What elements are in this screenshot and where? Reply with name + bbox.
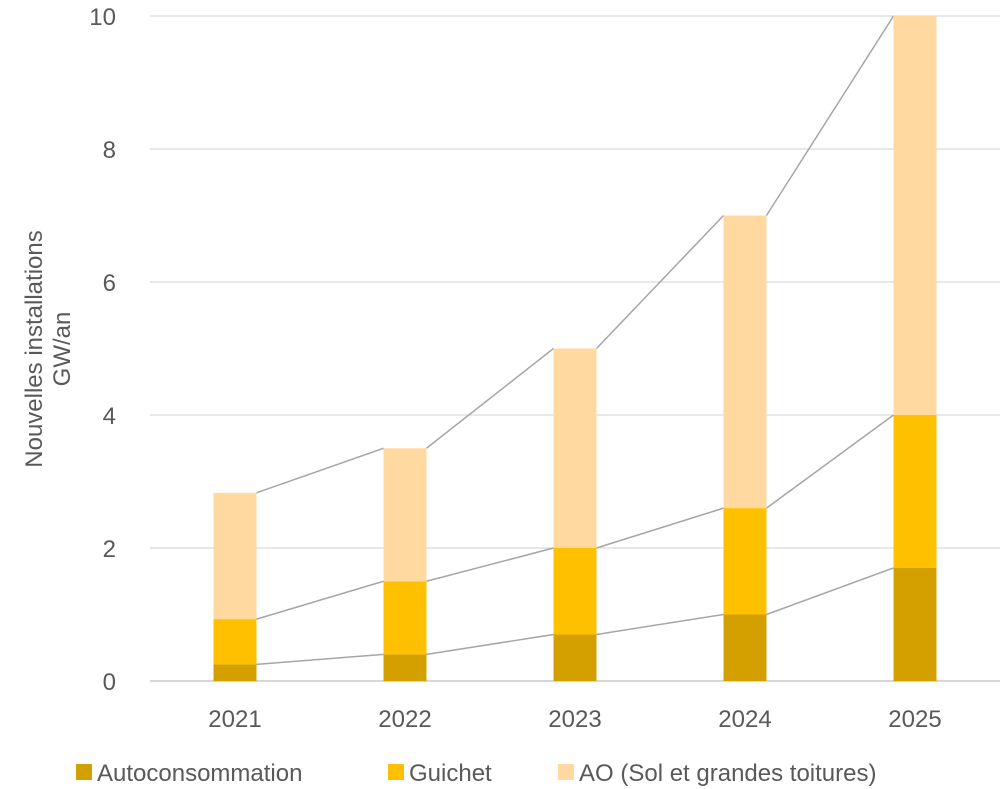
x-tick-label: 2021 <box>208 706 261 733</box>
x-tick-label: 2025 <box>888 706 941 733</box>
y-tick-label: 6 <box>103 270 116 297</box>
legend-label: Guichet <box>409 760 492 787</box>
legend: Autoconsommation Guichet AO (Sol et grande… <box>76 760 876 787</box>
y-tick-label: 8 <box>103 137 116 164</box>
y-axis-title-line: Nouvelles installations <box>21 230 48 467</box>
bar-segment <box>383 448 427 582</box>
legend-label: Autoconsommation <box>97 760 302 787</box>
series-connector-line <box>426 633 554 656</box>
series-connector-line <box>596 613 724 636</box>
legend-swatch <box>76 764 92 780</box>
x-tick-label: 2023 <box>548 706 601 733</box>
series-connector-line <box>256 580 384 620</box>
series-connector-line <box>256 653 384 666</box>
bar-segment <box>893 415 937 568</box>
bar-segment <box>553 548 597 635</box>
series-connector-line <box>426 347 554 449</box>
y-axis-title: Nouvelles installationsGW/an <box>21 230 76 467</box>
bar-segment <box>383 654 427 681</box>
y-tick-label: 0 <box>103 669 116 696</box>
bar-segment <box>723 614 767 681</box>
y-tick-label: 2 <box>103 536 116 563</box>
bars <box>213 16 937 681</box>
bar-segment <box>213 664 257 681</box>
series-connector-line <box>426 547 554 582</box>
bar-segment <box>893 16 937 415</box>
y-tick-label: 4 <box>103 403 116 430</box>
x-tick-label: 2024 <box>718 706 771 733</box>
legend-swatch <box>388 764 404 780</box>
y-axis-title-text: Nouvelles installationsGW/an <box>21 230 76 467</box>
series-connector-lines <box>256 15 895 666</box>
y-axis-title-line: GW/an <box>49 312 76 387</box>
legend-swatch <box>558 764 574 780</box>
bar-segment <box>213 492 257 620</box>
bar-segment <box>893 567 937 681</box>
y-tick-label: 10 <box>89 4 116 31</box>
bar-segment <box>553 634 597 681</box>
legend-label: AO (Sol et grandes toitures) <box>579 760 876 787</box>
bar-segment <box>553 348 597 548</box>
axes: 0 2 4 6 8 10 2021 2022 2023 2024 2025 <box>89 4 941 733</box>
bar-segment <box>723 215 767 509</box>
series-connector-line <box>595 214 725 350</box>
series-connector-line <box>766 414 894 509</box>
series-connector-line <box>596 507 724 549</box>
bar-segment <box>213 619 257 665</box>
series-connector-line <box>256 447 384 494</box>
bar-segment <box>723 508 767 615</box>
series-connector-line <box>765 15 895 216</box>
x-tick-label: 2022 <box>378 706 431 733</box>
bar-segment <box>383 581 427 655</box>
series-connector-line <box>766 567 894 616</box>
